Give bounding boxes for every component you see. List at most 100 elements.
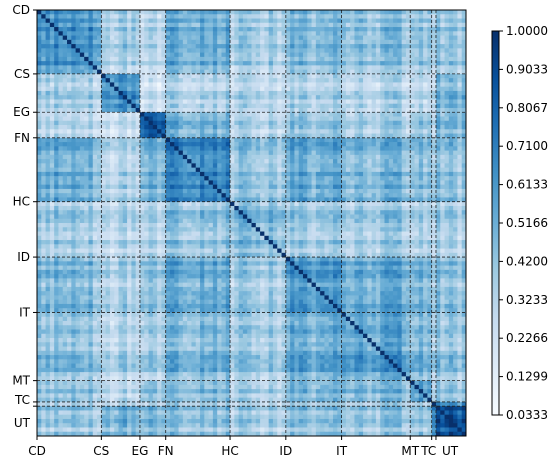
heatmap-cell (423, 193, 428, 198)
heatmap-cell (435, 188, 441, 194)
heatmap-cell (388, 82, 394, 88)
heatmap-cell (418, 133, 424, 139)
heatmap-cell (182, 61, 188, 66)
heatmap-cell (225, 18, 231, 24)
heatmap-cell (178, 154, 184, 160)
heatmap-cell (453, 22, 458, 28)
heatmap-cell (251, 218, 257, 224)
heatmap-cell (105, 61, 111, 66)
heatmap-cell (311, 142, 317, 147)
heatmap-cell (453, 120, 458, 126)
heatmap-cell (200, 86, 205, 92)
heatmap-cell (444, 167, 450, 173)
heatmap-cell (307, 18, 312, 24)
heatmap-cell (285, 18, 291, 24)
heatmap-cell (242, 52, 248, 58)
heatmap-cell (238, 107, 244, 113)
heatmap-cell (307, 35, 312, 41)
heatmap-cell (375, 22, 381, 28)
heatmap-cell (268, 210, 274, 215)
heatmap-cell (345, 197, 351, 203)
heatmap-cell (427, 210, 433, 215)
heatmap-cell (397, 163, 403, 169)
heatmap-cell (191, 163, 197, 169)
heatmap-cell (333, 31, 338, 36)
heatmap-cell (148, 146, 154, 151)
heatmap-cell (457, 159, 463, 164)
heatmap-cell (75, 159, 81, 164)
heatmap-cell (281, 120, 287, 126)
heatmap-cell (118, 99, 124, 105)
heatmap-cell (302, 69, 308, 75)
heatmap-cell (311, 35, 317, 41)
heatmap-cell (410, 107, 415, 113)
heatmap-cell (461, 188, 467, 194)
heatmap-cell (440, 86, 445, 92)
heatmap-cell (337, 201, 342, 207)
heatmap-cell (363, 18, 368, 24)
heatmap-cell (165, 154, 171, 160)
heatmap-cell (208, 56, 214, 62)
heatmap-cell (294, 31, 300, 36)
heatmap-cell (92, 176, 98, 181)
heatmap-cell (397, 18, 403, 24)
heatmap-cell (285, 142, 291, 147)
heatmap-cell (135, 56, 141, 62)
heatmap-cell (131, 129, 137, 134)
heatmap-cell (114, 31, 119, 36)
heatmap-cell (45, 163, 51, 169)
heatmap-cell (371, 112, 377, 117)
heatmap-cell (414, 171, 420, 177)
heatmap-cell (109, 82, 115, 88)
heatmap-cell (302, 214, 308, 220)
heatmap-cell (178, 201, 184, 207)
heatmap-cell (148, 176, 154, 181)
heatmap-cell (97, 112, 102, 117)
heatmap-cell (200, 22, 205, 28)
heatmap-cell (393, 167, 398, 173)
heatmap-cell (311, 116, 317, 122)
heatmap-cell (341, 154, 347, 160)
heatmap-cell (367, 52, 373, 58)
heatmap-cell (54, 35, 59, 41)
heatmap-cell (277, 193, 282, 198)
heatmap-cell (41, 78, 46, 83)
heatmap-cell (311, 188, 317, 194)
heatmap-cell (225, 193, 231, 198)
heatmap-cell (333, 176, 338, 181)
heatmap-cell (114, 125, 119, 130)
heatmap-cell (105, 188, 111, 194)
heatmap-cell (165, 90, 171, 96)
heatmap-cell (337, 193, 342, 198)
heatmap-cell (397, 10, 403, 15)
heatmap-cell (277, 78, 282, 83)
heatmap-cell (337, 142, 342, 147)
heatmap-cell (337, 14, 342, 19)
heatmap-cell (157, 214, 162, 220)
heatmap-cell (174, 159, 179, 164)
heatmap-cell (195, 197, 201, 203)
heatmap-cell (363, 188, 368, 194)
heatmap-cell (75, 129, 81, 134)
heatmap-cell (298, 150, 304, 156)
heatmap-cell (405, 86, 411, 92)
heatmap-cell (418, 146, 424, 151)
heatmap-cell (333, 171, 338, 177)
heatmap-cell (238, 103, 244, 109)
heatmap-cell (427, 197, 433, 203)
heatmap-cell (410, 137, 415, 143)
heatmap-cell (144, 205, 149, 211)
heatmap-cell (414, 129, 420, 134)
heatmap-cell (294, 99, 300, 105)
heatmap-cell (251, 197, 257, 203)
heatmap-cell (302, 99, 308, 105)
heatmap-cell (45, 129, 51, 134)
heatmap-cell (92, 116, 98, 122)
heatmap-cell (212, 116, 218, 122)
heatmap-cell (41, 171, 46, 177)
heatmap-cell (461, 14, 467, 19)
heatmap-cell (131, 18, 137, 24)
heatmap-cell (268, 99, 274, 105)
heatmap-cell (62, 82, 68, 88)
heatmap-cell (290, 90, 295, 96)
